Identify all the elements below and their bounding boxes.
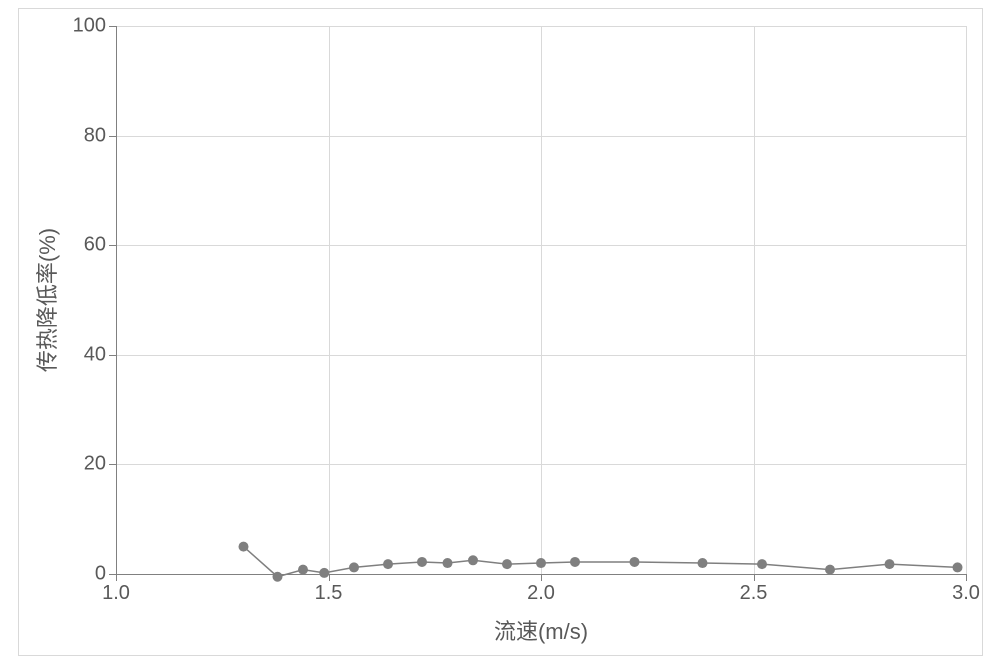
data-point <box>298 565 308 575</box>
data-point <box>349 562 359 572</box>
data-point <box>885 559 895 569</box>
x-tick-mark <box>966 574 967 581</box>
data-series <box>116 26 966 574</box>
y-tick-mark <box>109 136 116 137</box>
data-point <box>239 542 249 552</box>
data-point <box>273 572 283 582</box>
y-tick-mark <box>109 26 116 27</box>
data-point <box>953 562 963 572</box>
data-point <box>319 568 329 578</box>
data-point <box>443 558 453 568</box>
data-point <box>417 557 427 567</box>
x-tick-mark <box>754 574 755 581</box>
data-point <box>570 557 580 567</box>
x-tick-mark <box>116 574 117 581</box>
series-line <box>244 547 958 577</box>
data-point <box>383 559 393 569</box>
plot-area: 0204060801001.01.52.02.53.0 <box>116 26 966 574</box>
data-point <box>757 559 767 569</box>
gridline-vertical <box>966 26 967 574</box>
data-point <box>630 557 640 567</box>
x-tick-mark <box>541 574 542 581</box>
x-axis-line <box>116 574 966 575</box>
data-point <box>698 558 708 568</box>
y-axis-title: 传热降低率(%) <box>30 228 62 372</box>
data-point <box>502 559 512 569</box>
x-axis-title: 流速(m/s) <box>494 614 588 646</box>
data-point <box>468 555 478 565</box>
y-tick-mark <box>109 355 116 356</box>
y-tick-mark <box>109 464 116 465</box>
data-point <box>825 565 835 575</box>
y-tick-mark <box>109 245 116 246</box>
data-point <box>536 558 546 568</box>
